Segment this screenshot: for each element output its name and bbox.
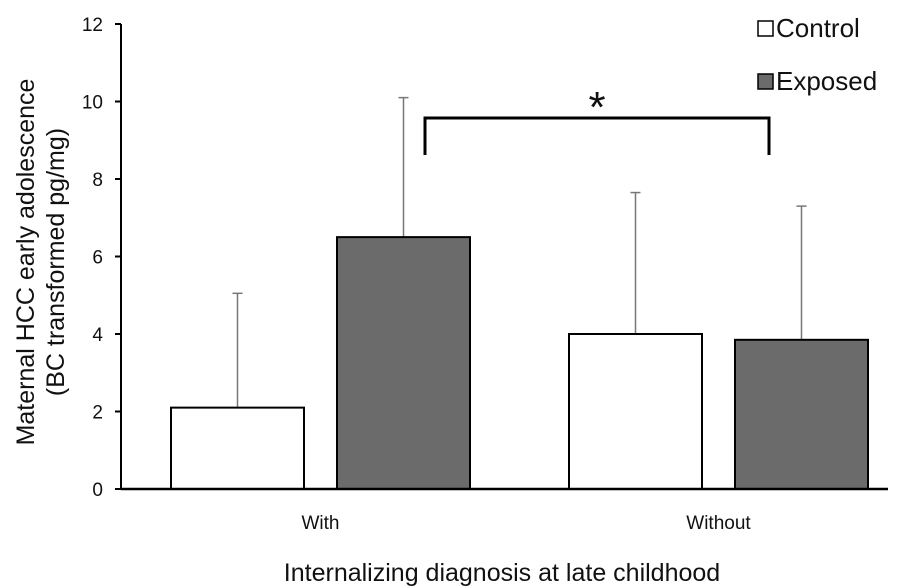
error-bars <box>232 96 807 408</box>
x-tick-label-with: With <box>302 513 340 534</box>
y-axis-title: Maternal HCC early adolescence (BC trans… <box>12 79 70 446</box>
y-tick-label: 6 <box>92 248 103 269</box>
bar-control-without <box>568 333 703 490</box>
legend: Control Exposed <box>757 13 877 96</box>
legend-label-exposed: Exposed <box>776 66 877 96</box>
x-tick-label-without: Without <box>686 513 751 534</box>
legend-swatch-control <box>757 20 774 37</box>
bar-control-with <box>170 406 305 490</box>
bars <box>170 236 869 490</box>
y-axis-title-line-1: Maternal HCC early adolescence <box>12 79 40 446</box>
legend-label-control: Control <box>776 13 860 43</box>
y-ticks: 0 2 4 6 8 10 12 <box>82 15 121 501</box>
y-tick-label: 10 <box>82 93 103 114</box>
bar-exposed-without <box>734 338 869 490</box>
significance-annotation: * <box>423 83 771 155</box>
significance-star: * <box>588 83 605 132</box>
y-tick-label: 0 <box>92 480 103 501</box>
y-axis-title-line-2: (BC transformed pg/mg) <box>42 128 70 396</box>
x-axis-title: Internalizing diagnosis at late childhoo… <box>284 559 720 587</box>
significance-bracket <box>423 116 771 155</box>
bar-exposed-with <box>336 236 471 490</box>
legend-swatch-exposed <box>757 73 774 90</box>
y-tick-label: 4 <box>92 325 103 346</box>
y-tick-label: 2 <box>92 403 103 424</box>
y-tick-label: 8 <box>92 170 103 191</box>
x-tick-labels: With Without <box>302 513 752 534</box>
y-tick-label: 12 <box>82 15 103 36</box>
